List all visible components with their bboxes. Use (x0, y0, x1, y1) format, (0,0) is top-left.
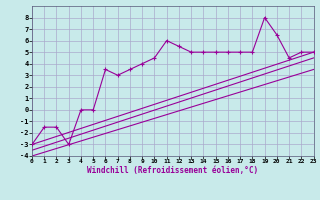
X-axis label: Windchill (Refroidissement éolien,°C): Windchill (Refroidissement éolien,°C) (87, 166, 258, 175)
